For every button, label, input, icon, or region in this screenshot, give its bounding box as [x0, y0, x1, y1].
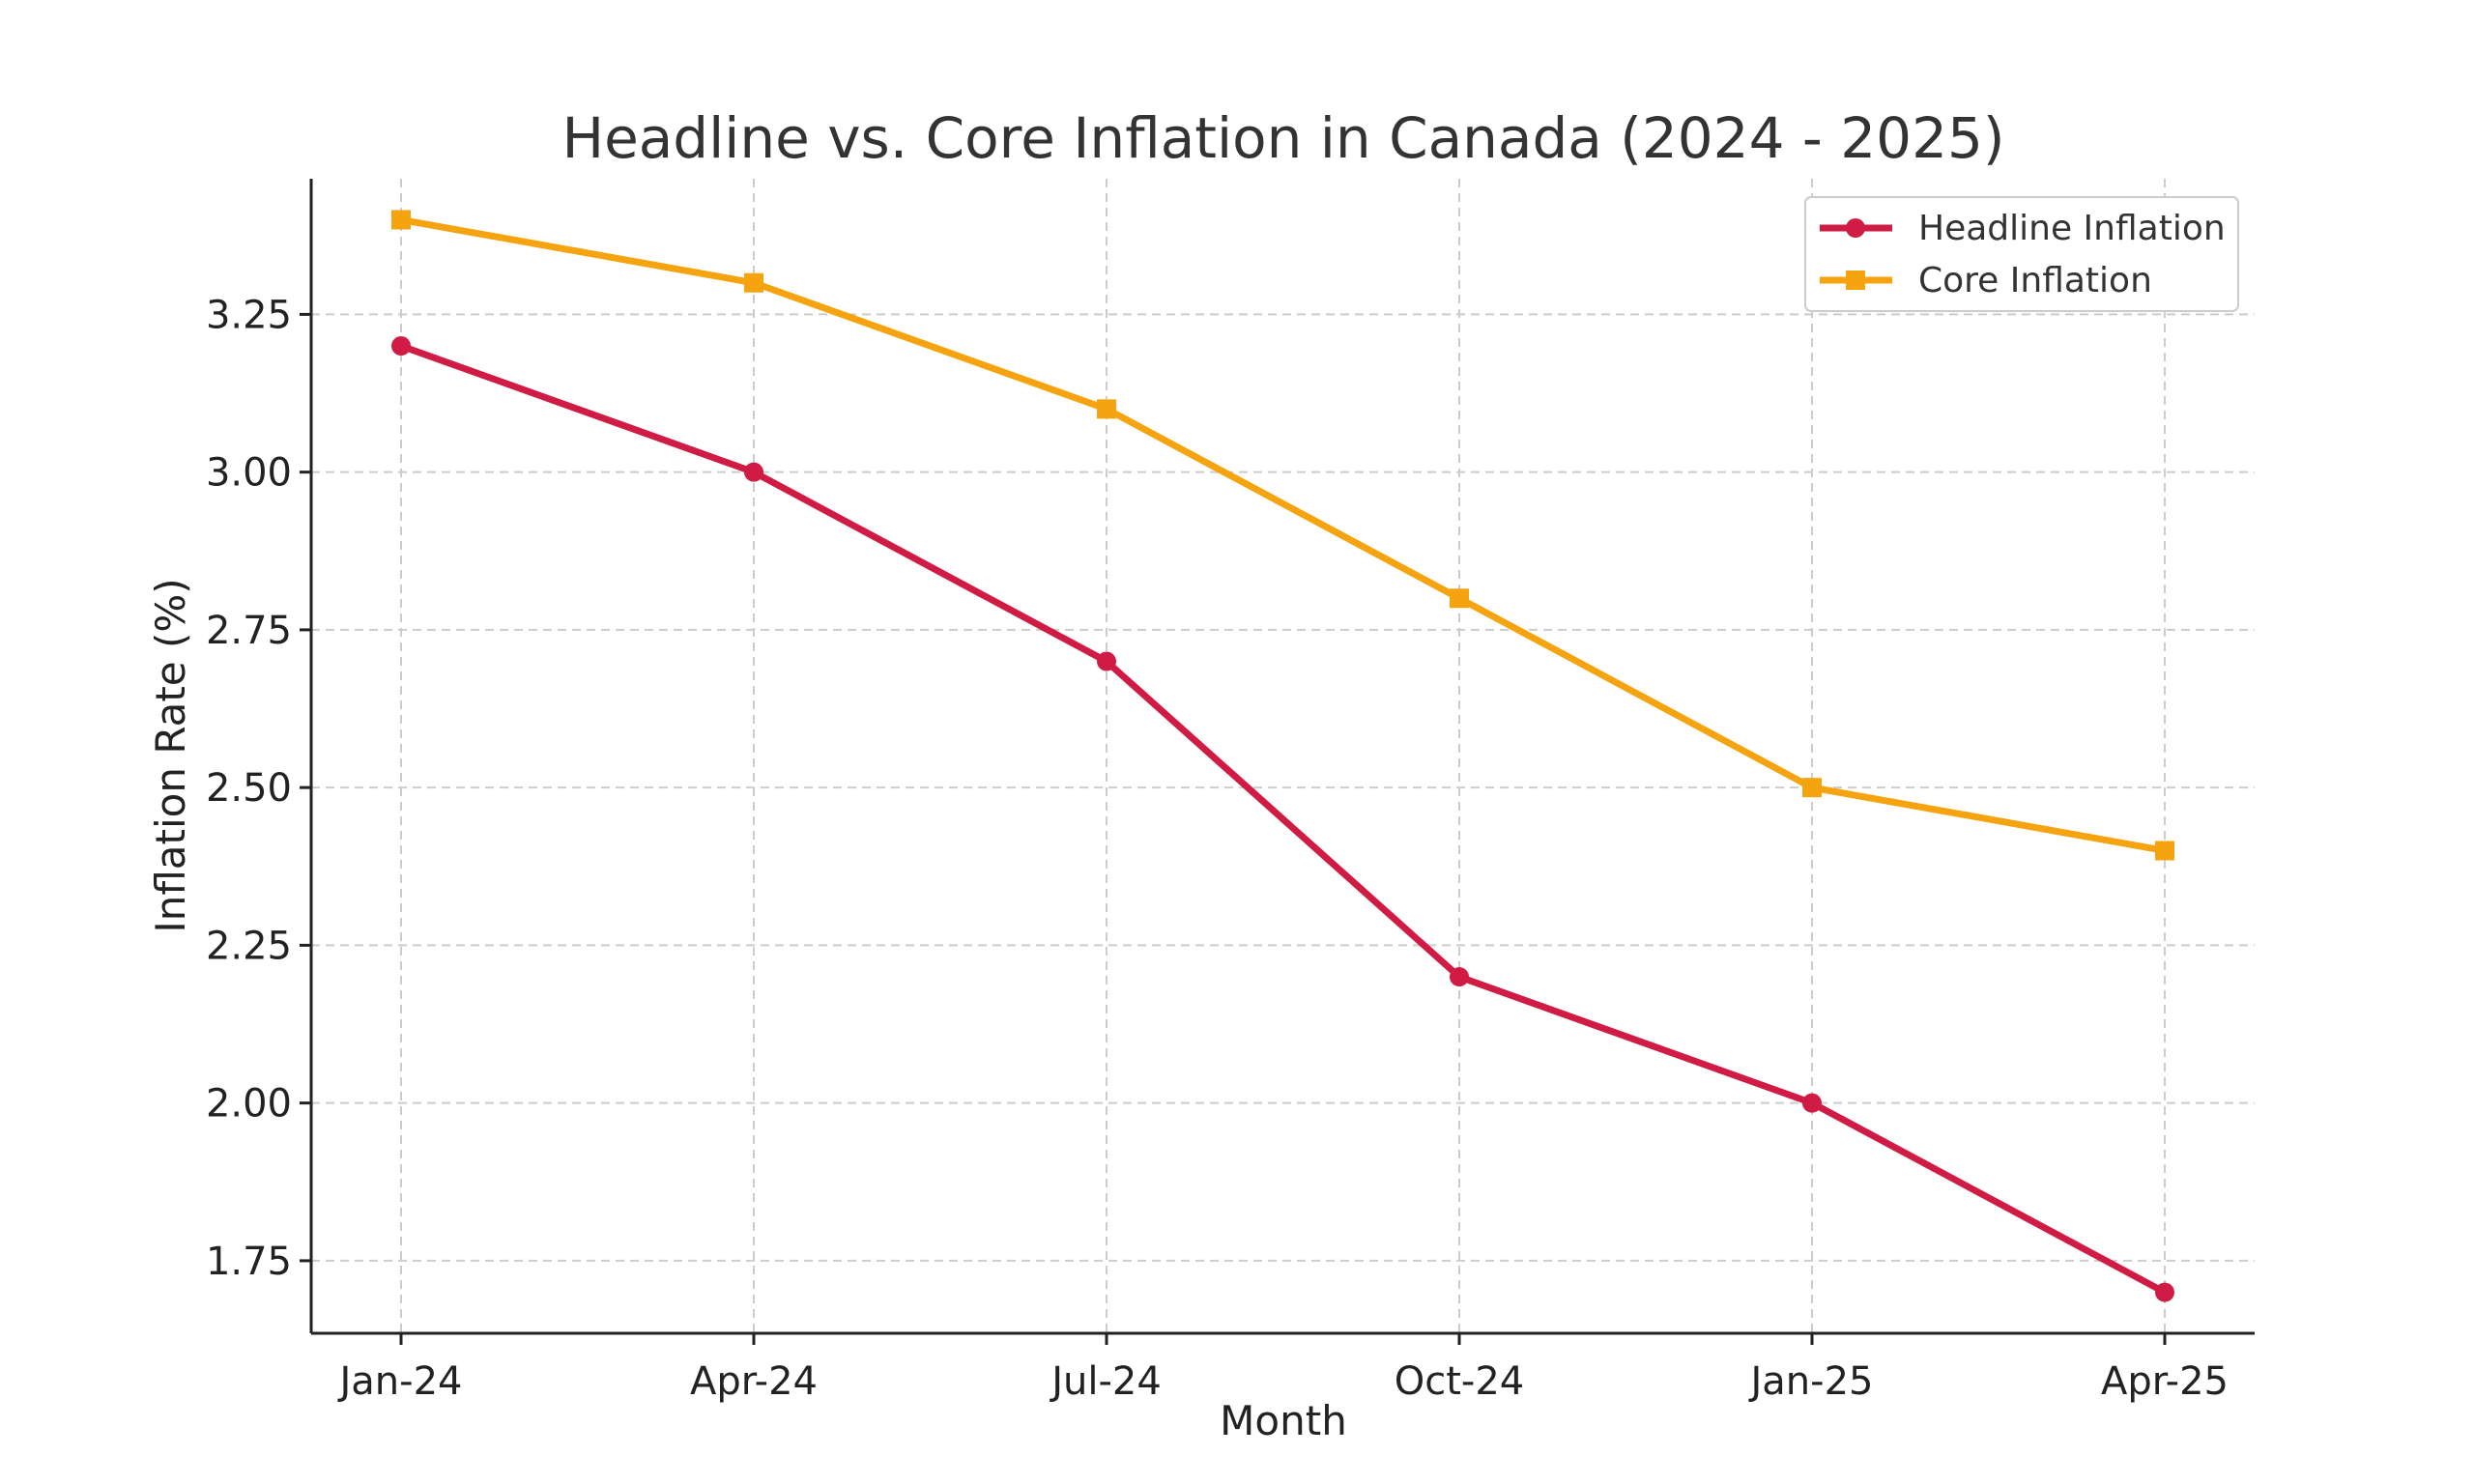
data-point	[2155, 841, 2174, 861]
x-tick-label: Jan-24	[337, 1359, 463, 1404]
y-tick-label: 2.00	[206, 1082, 292, 1127]
series-line	[397, 215, 2169, 854]
legend-label: Core Inflation	[1918, 261, 2152, 300]
legend-label: Headline Inflation	[1918, 209, 2226, 248]
y-tick-label: 2.50	[206, 766, 292, 811]
data-point	[1802, 1093, 1822, 1113]
x-ticks: Jan-24 Apr-24 Jul-24 Oct-24 Jan-25 Apr-25	[337, 1333, 2229, 1404]
x-tick-label: Oct-24	[1395, 1359, 1525, 1404]
data-point	[744, 462, 763, 482]
y-tick-label: 2.25	[206, 924, 292, 968]
y-tick-label: 3.00	[206, 451, 292, 496]
y-tick-label: 3.25	[206, 293, 292, 337]
data-point	[1802, 778, 1822, 798]
data-point	[744, 272, 763, 293]
data-point	[1097, 399, 1116, 419]
x-tick-label: Apr-25	[2101, 1359, 2229, 1404]
series-headline	[391, 336, 2174, 1302]
data-point	[1450, 588, 1469, 609]
axes	[309, 179, 2255, 1335]
data-point	[1097, 651, 1116, 671]
series-line	[397, 342, 2169, 1297]
legend-box	[1804, 196, 2239, 312]
legend-marker	[1846, 218, 1865, 238]
y-tick-label: 1.75	[206, 1240, 292, 1284]
legend: Headline Inflation Core Inflation	[1804, 196, 2239, 312]
legend-marker	[1846, 271, 1865, 290]
data-point	[2155, 1282, 2174, 1302]
y-tick-label: 2.75	[206, 609, 292, 653]
chart-title: Headline vs. Core Inflation in Canada (2…	[561, 105, 2004, 171]
y-ticks: 1.75 2.00 2.25 2.50 2.75 3.00 3.25	[206, 293, 311, 1284]
x-axis-label: Month	[1220, 1397, 1347, 1444]
data-point	[1450, 967, 1469, 987]
legend-item: Headline Inflation	[1820, 209, 2226, 248]
y-axis-label: Inflation Rate (%)	[147, 578, 194, 932]
series	[391, 210, 2174, 1302]
grid	[311, 179, 2255, 1333]
legend-item: Core Inflation	[1820, 261, 2152, 300]
x-tick-label: Jan-25	[1748, 1359, 1874, 1404]
x-tick-label: Apr-24	[690, 1359, 818, 1404]
data-point	[391, 336, 411, 357]
series-core	[391, 210, 2174, 861]
data-point	[391, 210, 411, 230]
x-tick-label: Jul-24	[1049, 1359, 1162, 1404]
